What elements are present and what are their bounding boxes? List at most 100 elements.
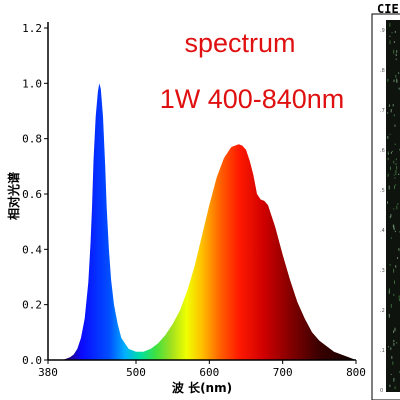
cie-speckle <box>389 384 391 387</box>
cie-speckle <box>394 30 396 33</box>
cie-speckle <box>395 158 397 161</box>
cie-speckle <box>398 72 400 74</box>
cie-tick-label: .8 <box>380 68 385 74</box>
cie-speckle <box>397 257 398 259</box>
y-axis-label: 相对光谱 <box>6 172 21 220</box>
cie-speckle <box>398 248 400 251</box>
cie-tick-label: 0 <box>380 388 383 394</box>
cie-speckle <box>390 347 392 350</box>
cie-speckle <box>398 173 400 175</box>
cie-speckle <box>393 160 395 164</box>
cie-speckle <box>396 78 398 82</box>
cie-speckle <box>393 330 395 333</box>
cie-speckle <box>393 208 395 210</box>
spectrum-area <box>48 83 356 361</box>
cie-speckle <box>398 295 400 299</box>
cie-speckle <box>394 327 396 332</box>
cie-speckle <box>393 339 395 343</box>
y-tick-label: 0.6 <box>22 188 42 201</box>
cie-speckle <box>395 173 397 176</box>
cie-tick-label: .2 <box>380 308 385 314</box>
cie-speckle <box>393 79 395 82</box>
cie-speckle <box>394 386 396 390</box>
cie-speckle <box>387 173 389 177</box>
x-tick-label: 500 <box>126 366 146 379</box>
cie-panel-border <box>371 13 400 400</box>
cie-speckle <box>390 237 392 239</box>
x-tick-label: 800 <box>346 366 366 379</box>
cie-speckle <box>387 112 389 114</box>
cie-speckle <box>389 264 391 266</box>
cie-speckle <box>389 23 391 27</box>
cie-speckle <box>398 298 400 302</box>
cie-speckle <box>389 40 391 45</box>
y-tick-label: 0.8 <box>22 133 42 146</box>
chart-title: spectrum <box>184 28 295 58</box>
cie-speckle <box>388 185 390 190</box>
cie-speckle <box>387 78 389 82</box>
cie-speckle <box>391 32 393 34</box>
cie-speckle <box>393 293 395 296</box>
cie-speckle <box>396 50 398 53</box>
cie-speckle <box>387 201 388 204</box>
cie-speckle <box>395 53 397 56</box>
cie-speckle <box>389 133 391 135</box>
y-tick-label: 0.2 <box>22 299 42 312</box>
cie-speckle <box>388 313 390 318</box>
cie-speckle <box>388 104 390 107</box>
x-axis-label: 波 长(nm) <box>172 380 232 395</box>
cie-speckle <box>393 343 395 346</box>
cie-speckle <box>395 163 397 165</box>
cie-y-ticks: .9 .8 .7 .6 .5 .4 .3 .2 .1 0 <box>380 28 385 394</box>
x-tick-label: 700 <box>273 366 293 379</box>
cie-tick-label: .9 <box>380 28 385 34</box>
cie-speckle <box>393 41 395 43</box>
cie-speckle <box>390 304 392 308</box>
cie-speckle <box>390 374 392 375</box>
cie-speckle <box>391 150 393 152</box>
cie-title: CIE <box>377 2 399 16</box>
cie-speckle <box>393 268 395 273</box>
cie-speckle <box>396 342 398 344</box>
x-axis-ticks: 380 500 600 700 800 <box>38 360 366 379</box>
cie-speckle <box>390 151 392 154</box>
cie-speckle <box>394 230 396 233</box>
cie-speckle <box>390 166 391 170</box>
cie-speckle <box>387 151 389 154</box>
cie-speckle <box>395 58 397 60</box>
cie-speckle <box>393 174 395 176</box>
cie-speckle <box>387 157 389 161</box>
cie-speckle <box>394 143 396 146</box>
cie-speckle <box>389 216 391 219</box>
cie-speckle <box>388 288 390 292</box>
cie-speckle <box>391 356 393 359</box>
cie-speckle <box>389 35 391 37</box>
cie-speckle <box>397 203 399 205</box>
cie-tick-label: .3 <box>380 268 385 274</box>
cie-speckle <box>387 136 389 139</box>
chart-subtitle: 1W 400-840nm <box>160 84 345 114</box>
cie-speckle <box>388 346 390 348</box>
cie-speckle <box>393 114 395 117</box>
y-tick-label: 1.2 <box>22 22 42 35</box>
y-tick-label: 1.0 <box>22 77 42 90</box>
cie-plot-noise <box>387 23 400 390</box>
cie-speckle <box>388 290 390 294</box>
cie-speckle <box>390 109 392 113</box>
cie-tick-label: .6 <box>380 148 385 154</box>
y-tick-label: 0.4 <box>22 243 42 256</box>
cie-speckle <box>387 152 389 155</box>
cie-speckle <box>393 377 395 382</box>
cie-tick-label: .4 <box>380 228 385 234</box>
cie-speckle <box>393 49 395 54</box>
cie-panel: CIE .9 .8 .7 .6 .5 .4 .3 .2 .1 0 <box>371 2 400 400</box>
cie-speckle <box>398 87 400 90</box>
y-tick-label: 0.0 <box>22 354 42 367</box>
cie-speckle <box>390 214 392 217</box>
cie-speckle <box>395 74 397 78</box>
cie-speckle <box>394 124 396 127</box>
cie-speckle <box>396 205 398 210</box>
cie-speckle <box>395 169 397 174</box>
cie-speckle <box>394 280 395 284</box>
